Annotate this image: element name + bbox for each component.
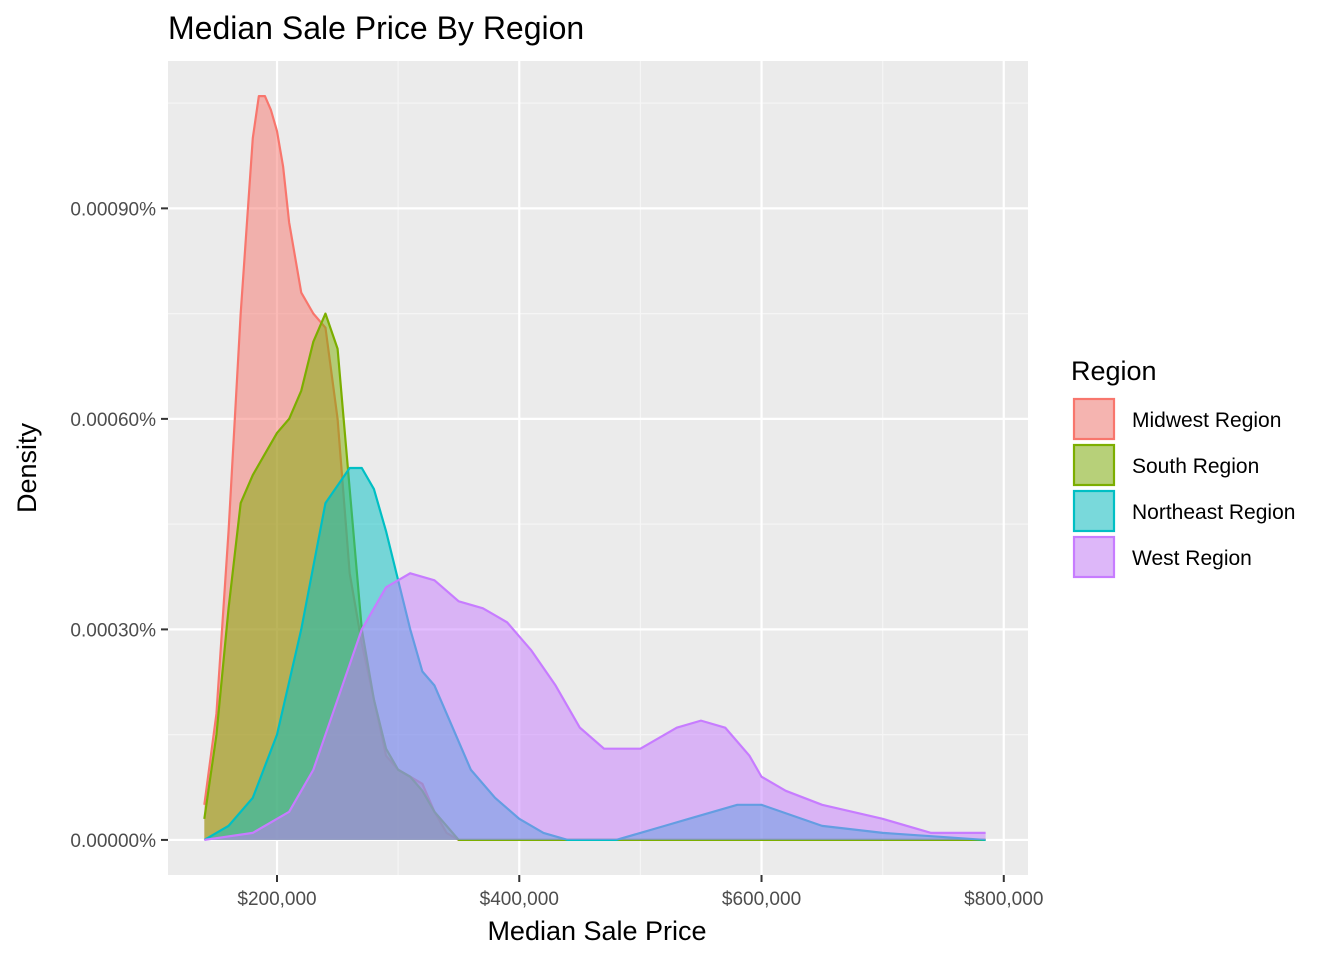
legend-swatch-south-region xyxy=(1072,443,1116,487)
legend-swatch-west-region xyxy=(1072,535,1116,579)
y-tick-label: 0.00000% xyxy=(70,831,156,852)
x-axis: $200,000 $400,000 $600,000 $800,000 xyxy=(237,875,1043,910)
density-series xyxy=(203,94,986,842)
y-tick-label: 0.00030% xyxy=(70,620,156,641)
x-tick-label: $800,000 xyxy=(964,889,1043,910)
y-axis-title: Density xyxy=(12,422,42,513)
legend-swatch-northeast-region xyxy=(1072,489,1116,533)
x-axis-title: Median Sale Price xyxy=(487,916,706,946)
legend-label-midwest-region: Midwest Region xyxy=(1132,409,1281,432)
legend-title: Region xyxy=(1071,356,1157,386)
x-tick-label: $400,000 xyxy=(480,889,559,910)
y-tick-label: 0.00060% xyxy=(70,410,156,431)
legend-label-west-region: West Region xyxy=(1132,547,1252,570)
y-tick-label: 0.00090% xyxy=(70,199,156,220)
legend-label-south-region: South Region xyxy=(1132,455,1259,478)
legend-label-northeast-region: Northeast Region xyxy=(1132,501,1295,524)
density-line-west-region xyxy=(204,572,986,841)
legend: Region Midwest Region South Region Northea… xyxy=(1071,356,1295,579)
density-area-west-region xyxy=(204,573,986,840)
chart-title: Median Sale Price By Region xyxy=(168,10,584,46)
x-tick-label: $200,000 xyxy=(237,889,316,910)
x-tick-label: $600,000 xyxy=(722,889,801,910)
legend-swatch-midwest-region xyxy=(1072,397,1116,441)
y-axis: 0.00000% 0.00030% 0.00060% 0.00090% xyxy=(70,199,168,852)
